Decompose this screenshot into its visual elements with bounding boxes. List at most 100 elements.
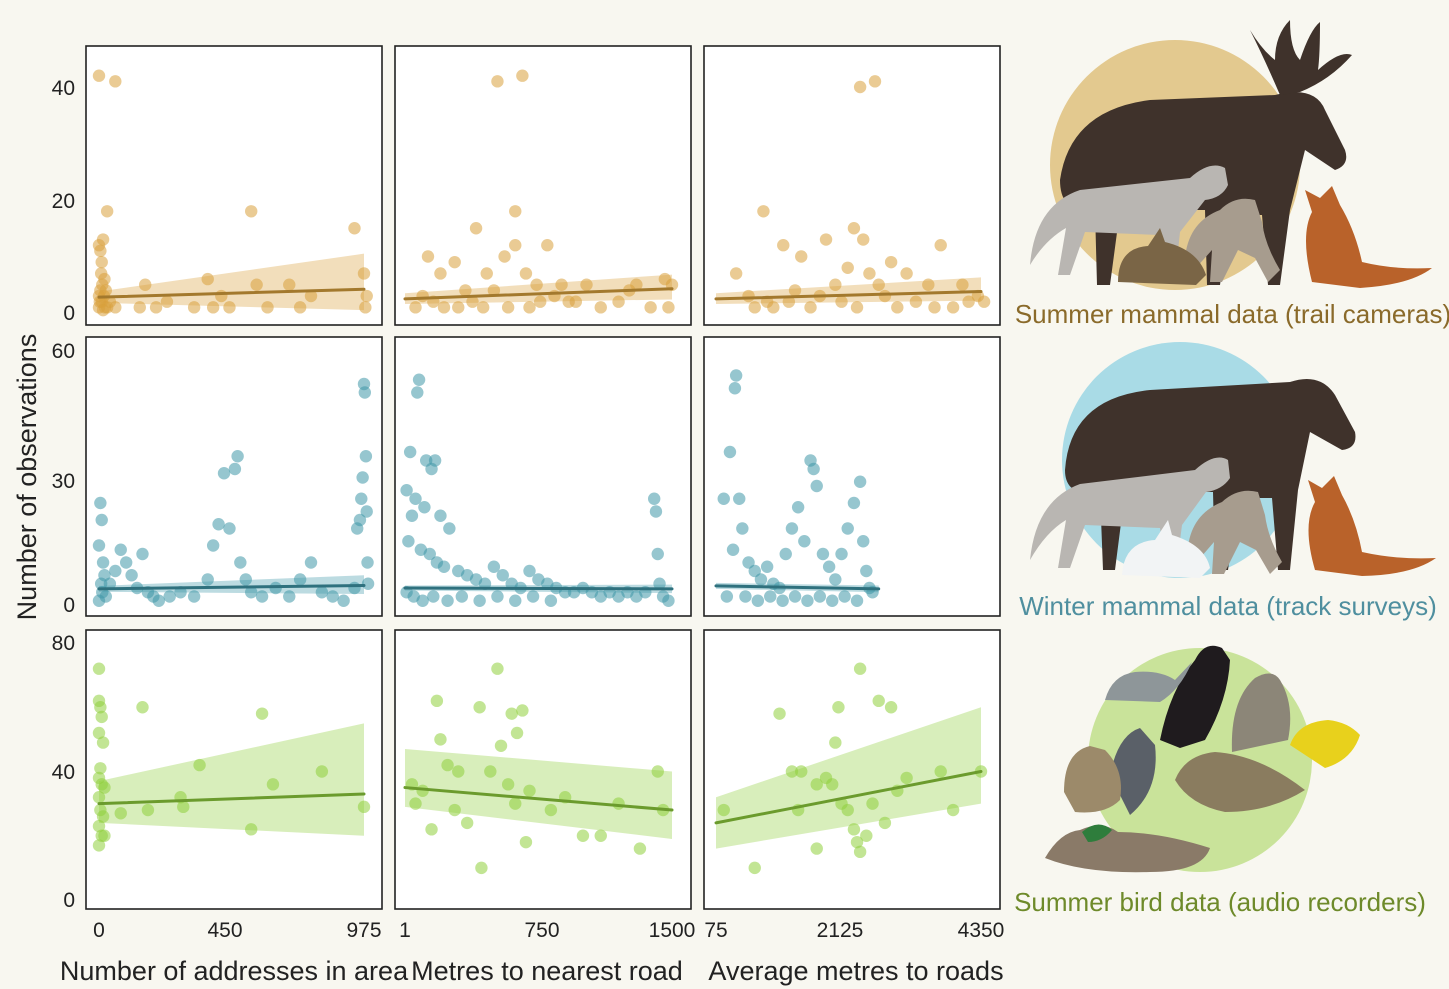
wolf-icon (1030, 457, 1230, 572)
data-point (92, 791, 106, 804)
data-point (434, 509, 447, 522)
data-point (125, 569, 138, 582)
data-point (728, 382, 742, 395)
data-point (519, 835, 533, 849)
data-point (487, 284, 501, 297)
data-point (139, 278, 152, 291)
legend-title-summer-birds: Summer bird data (audio recorders) (1014, 887, 1426, 917)
data-point (835, 547, 848, 561)
data-point (356, 471, 369, 484)
data-point (360, 289, 373, 303)
y-tick-label: 40 (52, 77, 75, 100)
trend-line (97, 287, 366, 299)
data-point (491, 75, 504, 88)
data-point (96, 810, 110, 823)
data-point (736, 522, 749, 535)
data-point (133, 301, 146, 314)
data-point (412, 373, 426, 386)
data-point (544, 803, 558, 817)
panel-r2-c3-frame (703, 336, 1001, 617)
data-point (922, 278, 935, 291)
data-point (832, 701, 845, 714)
data-point (853, 845, 867, 859)
data-point (100, 205, 114, 218)
data-point (231, 450, 244, 463)
data-point (416, 289, 429, 303)
data-point (206, 539, 220, 552)
data-point (315, 586, 329, 599)
data-point (359, 450, 373, 463)
data-point (509, 205, 522, 218)
data-point (866, 797, 879, 810)
data-point (434, 733, 447, 746)
data-point (326, 590, 339, 603)
hare-icon (1118, 228, 1206, 285)
teal-duck-icon (1045, 824, 1210, 873)
data-point (544, 594, 558, 607)
x-tick-label: 75 (704, 919, 727, 942)
legend-title-summer-mammals: Summer mammal data (trail cameras) (1015, 299, 1449, 329)
data-point (212, 518, 225, 531)
data-point (234, 556, 247, 569)
data-point (739, 590, 752, 603)
data-point (206, 301, 220, 314)
data-point (612, 797, 625, 810)
data-point (293, 301, 307, 314)
data-point (95, 255, 108, 269)
data-point (647, 492, 661, 505)
data-point (109, 75, 122, 88)
data-point (255, 707, 269, 720)
data-point (612, 295, 625, 308)
panel-r2-c2-frame (394, 336, 692, 617)
data-point (423, 547, 436, 561)
lynx-icon (1184, 198, 1280, 282)
data-point (141, 803, 155, 817)
data-point (723, 445, 737, 459)
panel-r2-c1-frame (85, 336, 383, 617)
data-point (96, 736, 110, 749)
data-point (533, 295, 547, 308)
data-point (850, 301, 864, 314)
data-point (94, 762, 107, 775)
panel-r1-c3-frame (703, 45, 1001, 326)
data-point (633, 842, 647, 855)
data-point (109, 564, 122, 578)
data-point (403, 445, 417, 459)
panel-marks (92, 69, 991, 875)
data-point (516, 704, 529, 717)
x-tick-label: 450 (207, 919, 242, 942)
data-point (357, 267, 371, 280)
data-point (928, 301, 941, 314)
data-point (427, 590, 440, 603)
data-point (92, 69, 106, 82)
data-point (729, 369, 743, 382)
legend-summer-birds: Summer bird data (audio recorders) (1014, 645, 1426, 917)
data-point (530, 278, 543, 291)
x-tick-label: 1 (399, 919, 411, 942)
wolf-icon (1030, 165, 1228, 280)
data-point (757, 205, 770, 218)
data-point (452, 765, 465, 778)
x-tick-label: 975 (346, 919, 381, 942)
x-tick-label: 2125 (817, 919, 864, 942)
data-point (785, 522, 799, 535)
data-point (223, 522, 236, 535)
data-point (92, 539, 106, 552)
y-tick-label: 20 (52, 190, 75, 213)
data-point (496, 569, 509, 582)
data-point (946, 803, 960, 817)
data-point (409, 301, 422, 314)
data-point (119, 556, 133, 569)
data-point (630, 278, 643, 291)
data-point (909, 295, 923, 308)
data-point (509, 239, 522, 252)
data-point (441, 758, 454, 772)
data-point (96, 556, 110, 569)
y-axis-label: Number of observations (12, 334, 42, 621)
data-point (411, 386, 424, 399)
data-point (662, 301, 675, 314)
data-point (795, 765, 808, 778)
data-point (361, 556, 374, 569)
data-point (649, 505, 663, 518)
trend-line (714, 584, 881, 591)
